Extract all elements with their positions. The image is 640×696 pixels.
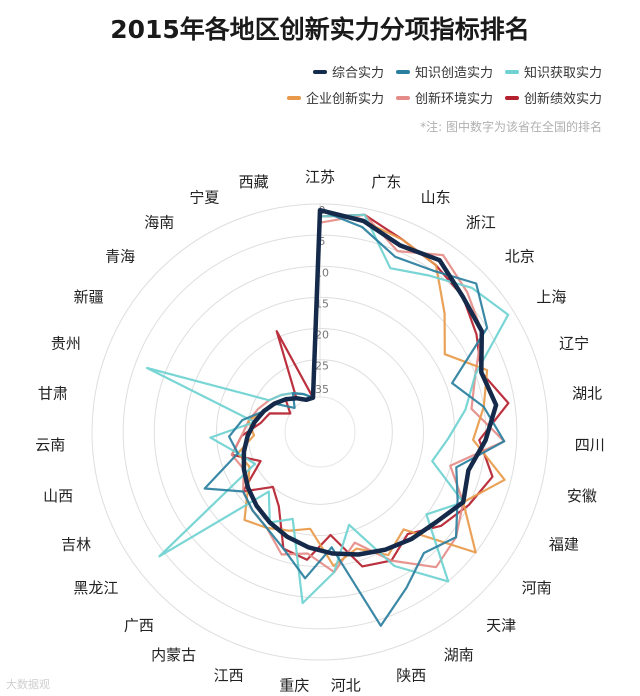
category-label: 福建 [549, 535, 579, 553]
legend-label-knowledge-creation: 知识创造实力 [414, 66, 493, 81]
legend-swatch-composite [312, 69, 327, 74]
category-label: 山东 [421, 189, 451, 207]
radial-tick-label: 25 [315, 360, 329, 373]
legend-swatch-enterprise [286, 95, 301, 100]
category-label: 黑龙江 [73, 579, 118, 597]
category-label: 上海 [536, 288, 566, 306]
category-label: 广西 [124, 617, 154, 635]
category-label: 甘肃 [38, 384, 68, 402]
legend-item-environment: 创新环境实力 [395, 88, 493, 107]
category-label: 天津 [486, 617, 516, 635]
category-label: 辽宁 [559, 334, 589, 352]
category-label: 宁夏 [189, 189, 219, 207]
legend-label-performance: 创新绩效实力 [523, 92, 602, 107]
legend-label-knowledge-acquisition: 知识获取实力 [523, 66, 602, 81]
category-label: 江苏 [305, 168, 335, 186]
category-label: 新疆 [74, 288, 104, 306]
category-label: 重庆 [279, 677, 309, 695]
legend-swatch-knowledge-acquisition [504, 69, 519, 74]
legend-item-knowledge-creation: 知识创造实力 [395, 62, 493, 81]
legend-row-1: 综合实力 知识创造实力 知识获取实力 [312, 62, 602, 81]
legend-item-knowledge-acquisition: 知识获取实力 [504, 62, 602, 81]
category-label: 陕西 [396, 666, 426, 684]
category-label: 内蒙古 [151, 646, 196, 664]
chart-title: 2015年各地区创新实力分项指标排名 [110, 15, 530, 44]
radial-tick-label: 5 [319, 235, 326, 248]
legend-swatch-environment [395, 95, 410, 100]
category-label: 安徽 [567, 487, 597, 505]
category-label: 吉林 [61, 535, 91, 553]
radial-tick-label: 35 [315, 383, 329, 396]
category-label: 湖南 [444, 646, 474, 664]
radial-tick-label: 20 [315, 329, 329, 342]
category-label: 贵州 [51, 334, 81, 352]
category-label: 四川 [575, 436, 605, 454]
series-line-5 [230, 213, 510, 568]
legend-swatch-knowledge-creation [395, 69, 410, 74]
category-label: 湖北 [572, 384, 602, 402]
category-label: 山西 [43, 487, 73, 505]
legend-label-environment: 创新环境实力 [414, 92, 493, 107]
category-label: 浙江 [466, 214, 496, 232]
legend-label-composite: 综合实力 [331, 66, 384, 81]
category-label: 江西 [214, 666, 244, 684]
category-label: 北京 [505, 247, 535, 265]
chart-note: *注: 图中数字为该省在全国的排名 [420, 120, 602, 134]
legend-swatch-performance [504, 95, 519, 100]
series-line-2 [146, 213, 510, 605]
series-line-0 [241, 207, 499, 557]
legend-item-performance: 创新绩效实力 [504, 88, 602, 107]
category-label: 河南 [522, 579, 552, 597]
category-label: 海南 [144, 214, 174, 232]
category-label: 云南 [35, 436, 65, 454]
legend-item-enterprise: 企业创新实力 [286, 88, 384, 107]
category-label: 西藏 [239, 173, 269, 191]
legend-item-composite: 综合实力 [312, 62, 384, 81]
legend-row-2: 企业创新实力 创新环境实力 创新绩效实力 [286, 88, 602, 107]
legend-label-enterprise: 企业创新实力 [305, 92, 384, 107]
category-label: 青海 [105, 247, 135, 265]
series-line-4 [230, 213, 506, 574]
category-label: 广东 [371, 173, 401, 191]
category-label: 河北 [331, 677, 361, 695]
watermark: 大数据观 [6, 678, 50, 691]
